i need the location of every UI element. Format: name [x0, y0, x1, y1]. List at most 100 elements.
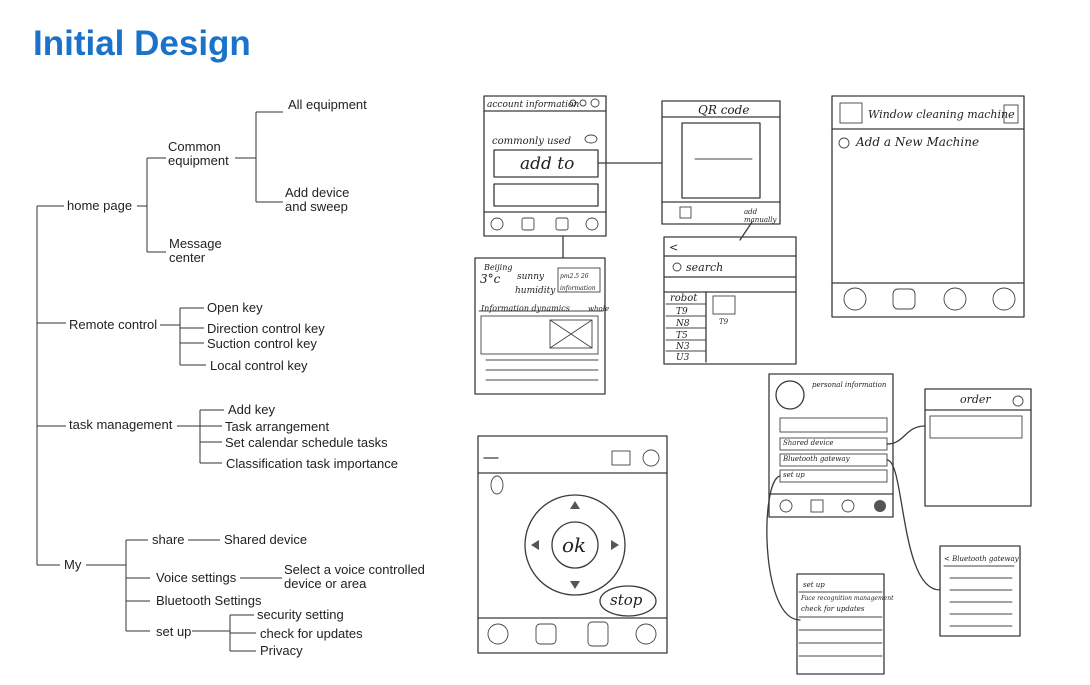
node-local-key: Local control key	[210, 358, 308, 373]
add-circle-icon	[838, 137, 850, 149]
menu-icon	[584, 134, 598, 144]
trash-icon	[1003, 104, 1019, 124]
node-shared-device: Shared device	[224, 532, 308, 547]
home-icon	[487, 623, 509, 645]
weather-humidity: humidity	[515, 286, 556, 296]
node-suction-key: Suction control key	[207, 336, 317, 351]
headset-icon	[1012, 395, 1024, 407]
node-classification: Classification task importance	[226, 456, 398, 471]
node-my: My	[64, 557, 82, 572]
search-model-2: T5	[676, 331, 688, 341]
sketch-order-screen	[924, 388, 1032, 507]
personal-bluetooth: Bluetooth gateway	[783, 455, 850, 463]
node-remote-control: Remote control	[69, 317, 158, 332]
window-add-machine: Add a New Machine	[856, 135, 980, 149]
node-share: share	[152, 532, 185, 547]
node-add-key: Add key	[228, 402, 275, 417]
setup-face: Face recognition management	[801, 595, 894, 602]
weather-dynamics: Information dynamics	[481, 304, 570, 313]
sketch-bluetooth-screen	[939, 545, 1021, 637]
node-open-key: Open key	[207, 300, 263, 315]
node-security-setting: security setting	[257, 607, 344, 622]
tree-connectors	[36, 111, 283, 652]
search-model-3: N3	[676, 342, 690, 352]
avatar	[775, 380, 805, 410]
message-icon	[521, 217, 535, 231]
scan-icon	[679, 206, 692, 219]
message-icon	[810, 499, 824, 513]
node-home-page: home page	[67, 198, 133, 213]
window-machine-icon	[839, 102, 863, 124]
profile-icon	[874, 500, 886, 512]
weather-info: information	[560, 285, 596, 292]
remote-stop-label: stop	[610, 591, 643, 609]
node-check-updates: check for updates	[260, 626, 363, 641]
node-task-management: task management	[69, 417, 173, 432]
qr-add-manually: add manually	[744, 208, 777, 224]
device-icon	[943, 287, 967, 311]
sketch-search-screen	[663, 236, 797, 365]
sketch-remote-screen	[477, 435, 668, 654]
weather-whole: whole	[588, 305, 610, 313]
sketch-window-screen	[831, 95, 1025, 318]
search-model-0: T9	[676, 307, 688, 317]
node-bluetooth-settings: Bluetooth Settings	[156, 593, 262, 608]
remote-ok-label: ok	[562, 533, 587, 557]
settings-icon	[642, 449, 660, 467]
stop-button	[599, 585, 657, 617]
node-privacy: Privacy	[260, 643, 303, 658]
weather-temp: 3°c	[480, 272, 501, 286]
home-icon	[490, 217, 504, 231]
weather-pm: pm2.5 26	[560, 273, 589, 280]
home-icon	[779, 499, 793, 513]
search-model-4: U3	[676, 353, 690, 363]
search-icon	[672, 262, 682, 272]
device-icon	[555, 217, 569, 231]
direction-pad	[524, 494, 626, 596]
device-icon	[841, 499, 855, 513]
home-commonly-used: commonly used	[492, 136, 571, 147]
search-selected-model: T9	[719, 318, 729, 326]
sketch-home-screen	[483, 95, 663, 259]
setup-title: set up	[803, 581, 825, 589]
search-robot: robot	[670, 293, 698, 304]
node-message-center: Message center	[169, 236, 222, 265]
node-add-device: Add device and sweep	[285, 185, 350, 214]
node-calendar-tasks: Set calendar schedule tasks	[225, 435, 388, 450]
node-voice-settings: Voice settings	[156, 570, 237, 585]
personal-shared-device: Shared device	[783, 439, 834, 447]
qr-title: QR code	[698, 103, 750, 117]
node-voice-select: Select a voice controlled device or area	[284, 562, 425, 591]
node-set-up: set up	[156, 624, 192, 639]
sketch-setup-screen	[796, 573, 885, 675]
setup-updates: check for updates	[801, 605, 865, 613]
node-common-equipment: Common equipment	[168, 139, 229, 168]
search-model-1: N8	[676, 319, 690, 329]
profile-icon	[992, 287, 1016, 311]
message-icon	[535, 623, 557, 645]
search-back: <	[669, 241, 679, 254]
home-icon	[843, 287, 867, 311]
home-account-info: account information	[487, 100, 580, 110]
book-icon	[611, 450, 631, 466]
sketch-personal-screen	[766, 373, 941, 621]
node-direction-key: Direction control key	[207, 321, 325, 336]
sketch-qr-screen	[661, 100, 781, 241]
sketch-weather-screen	[474, 257, 606, 395]
water-drop-icon	[490, 475, 504, 495]
weather-city: Beijing	[484, 263, 513, 272]
ok-button	[551, 521, 599, 569]
message-icon	[892, 288, 916, 310]
weather-sunny: sunny	[517, 272, 545, 282]
bluetooth-title: < Bluetooth gateway	[944, 555, 1019, 563]
device-icon	[587, 621, 609, 647]
home-add-to: add to	[520, 154, 575, 174]
node-task-arrangement: Task arrangement	[225, 419, 330, 434]
search-label: search	[686, 261, 724, 274]
personal-set-up: set up	[783, 471, 805, 479]
profile-icon	[585, 217, 599, 231]
page-title: Initial Design	[33, 24, 251, 63]
profile-icon	[635, 623, 657, 645]
node-all-equipment: All equipment	[288, 97, 367, 112]
